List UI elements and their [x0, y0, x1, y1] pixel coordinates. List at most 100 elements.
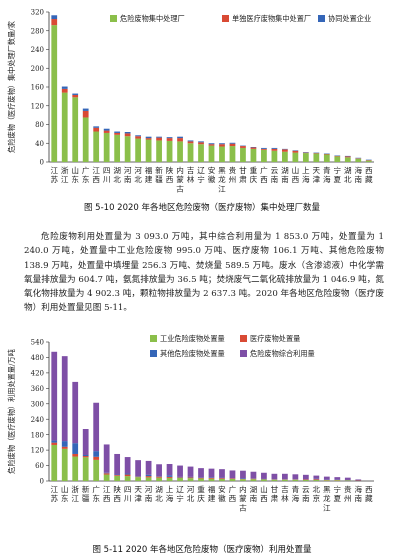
bar-segment [166, 476, 173, 478]
bar-segment [313, 478, 320, 480]
x-tick-label: 辽宁 [176, 485, 184, 503]
x-tick-label: 云南 [302, 485, 310, 503]
bar-segment [114, 453, 121, 475]
bar-segment [145, 474, 152, 477]
bar-segment [271, 473, 278, 480]
bar-segment [93, 127, 100, 132]
bar-segment [135, 476, 141, 477]
legend-label: 工业危险废物处置量 [160, 334, 225, 343]
bar-segment [261, 479, 267, 481]
bar-segment [61, 441, 68, 447]
bar-segment [198, 142, 204, 145]
bar-segment [93, 451, 100, 457]
legend-label: 危险废物综合利用量 [250, 349, 315, 358]
x-tick-label: 河南 [124, 166, 132, 184]
figure-5-10: 0 40 80 120 160 200 240 280 320 危险废物（医疗废物）集中处理厂数量… [0, 0, 404, 210]
y-tick-label: 180 [31, 431, 44, 439]
bar-segment [51, 442, 58, 445]
bar-segment [177, 477, 183, 481]
x-tick-label: 天津 [313, 166, 321, 184]
bar-segment [103, 472, 110, 474]
bar-segment [323, 154, 330, 162]
bar-segment [103, 128, 110, 131]
bar-segment [187, 477, 194, 479]
x-tick-label: 山西 [292, 165, 300, 184]
bar-segment [208, 477, 215, 478]
bar-segment [166, 137, 173, 139]
y-tick-label: 160 [31, 84, 44, 92]
x-tick-label: 安徽 [208, 165, 216, 184]
bar-segment [344, 157, 351, 162]
x-tick-label: 湖北 [113, 166, 121, 184]
bar-segment [82, 456, 89, 458]
bar-segment [240, 479, 246, 481]
x-tick-label: 吉林 [187, 166, 195, 184]
x-tick-label: 广东 [92, 484, 100, 503]
bar-segment [72, 94, 79, 98]
bar-segment [219, 477, 225, 479]
bar-segment [177, 476, 183, 478]
x-tick-label: 山西 [260, 484, 268, 503]
bar-segment [124, 476, 131, 481]
x-tick-label: 湖北 [155, 485, 163, 503]
x-tick-label: 安徽 [218, 484, 226, 503]
y-tick-label: 200 [31, 65, 44, 73]
bar-segment [187, 143, 194, 162]
x-tick-label: 湖南 [281, 166, 289, 184]
bar-segment [302, 153, 309, 162]
x-tick-label: 辽宁 [197, 166, 205, 184]
bar-segment [250, 478, 257, 480]
x-tick-label: 浙江 [61, 165, 69, 184]
bar-segment [61, 356, 68, 442]
bar-segment [229, 143, 236, 147]
y-tick-label: 360 [31, 385, 44, 393]
bar-segment [177, 465, 183, 477]
bar-segment [177, 141, 183, 162]
bar-segment [93, 126, 100, 128]
y-tick-label: 480 [31, 354, 44, 362]
x-tick-label: 湖北 [344, 166, 352, 184]
x-tick-label: 贵州 [229, 165, 237, 184]
bar-segment [282, 149, 288, 152]
x-tick-label: 青海 [292, 484, 300, 503]
bar-segment [51, 19, 58, 26]
bar-segment [250, 147, 257, 149]
bar-segment [365, 160, 372, 162]
x-tick-label: 上海 [302, 166, 310, 184]
bar-segment [51, 25, 58, 162]
bar-segment [93, 402, 100, 452]
bar-segment [261, 472, 267, 479]
x-tick-label: 甘肃 [271, 484, 279, 503]
x-tick-label: 贵州 [344, 484, 352, 503]
x-tick-label: 青海 [323, 165, 331, 184]
bar-segment [166, 464, 173, 476]
bar-segment [187, 476, 194, 478]
bar-segment [72, 453, 79, 457]
bar-segment [166, 138, 173, 141]
x-tick-label: 福建 [208, 485, 216, 503]
bar-segment [72, 381, 79, 444]
bar-segment [72, 443, 79, 454]
x-tick-label: 河北 [187, 485, 195, 503]
x-tick-label: 内蒙古 [239, 484, 247, 512]
bar-segment [51, 440, 58, 443]
y-axis-title: 危险废物（医疗废物）集中处理厂数量/家 [7, 21, 16, 153]
x-tick-label: 新疆 [155, 165, 163, 184]
bar-segment [61, 448, 68, 481]
bar-segment [72, 93, 79, 95]
y-tick-label: 40 [35, 140, 44, 148]
bar-segment [135, 460, 141, 477]
bar-segment [302, 479, 309, 480]
y-tick-label: 420 [31, 369, 44, 377]
bar-segment [229, 142, 236, 144]
bar-segment [282, 479, 288, 481]
y-tick-label: 80 [35, 121, 44, 129]
x-tick-label: 甘肃 [239, 165, 247, 184]
bar-segment [145, 138, 152, 140]
bar-segment [124, 133, 131, 137]
bar-segment [208, 144, 215, 146]
bar-segment [103, 132, 110, 162]
bar-segment [156, 464, 162, 477]
legend-swatch [318, 15, 325, 22]
x-tick-label: 云南 [271, 166, 279, 184]
